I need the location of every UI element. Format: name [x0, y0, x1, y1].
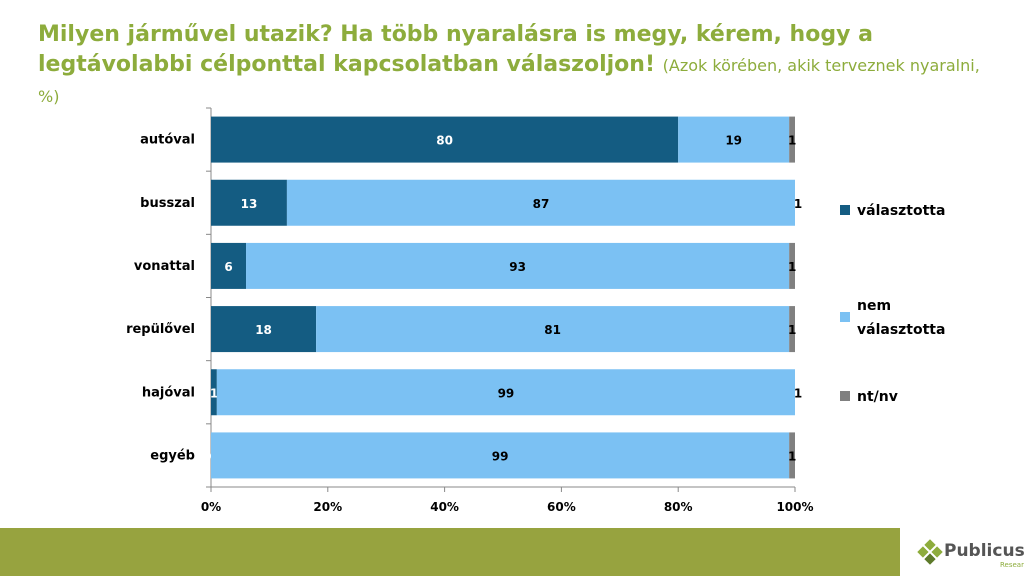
- footer-bar: [0, 528, 900, 576]
- bar-segment: [286, 179, 795, 226]
- x-tick-label: 80%: [664, 500, 693, 514]
- category-label: autóval: [140, 133, 195, 148]
- data-label: 1: [794, 197, 802, 211]
- data-label: 6: [224, 260, 232, 274]
- category-label: hajóval: [142, 385, 195, 400]
- publicus-logo-icon: [917, 539, 943, 565]
- category-label: busszal: [140, 196, 195, 211]
- bar-segment: [211, 306, 317, 353]
- x-tick-label: 40%: [430, 500, 459, 514]
- bar-segment: [789, 432, 795, 479]
- stacked-bar-chart: 0% 20% 40% 60% 80% 100% autóval 80 19 1 busszal 13 8…: [126, 107, 945, 514]
- chart-title: Milyen járművel utazik? Ha több nyaralás…: [38, 20, 998, 112]
- data-label: 1: [794, 386, 802, 400]
- legend-swatch: [840, 391, 850, 401]
- data-label: 19: [725, 134, 742, 148]
- bar-segment: [789, 306, 795, 353]
- bar-segment: [316, 306, 790, 353]
- bar-segment: [678, 116, 790, 163]
- bar-segment: [216, 369, 796, 416]
- logo-text: Publicus: [944, 541, 1024, 561]
- legend-swatch: [840, 205, 850, 215]
- bar-segment: [211, 179, 287, 226]
- bar-segment: [211, 369, 217, 416]
- legend-label: nt/nv: [857, 389, 898, 405]
- x-tick-label: 100%: [776, 500, 813, 514]
- bar-segment: [789, 116, 795, 163]
- legend-label: választotta: [857, 203, 945, 219]
- bar-segment: [211, 242, 247, 289]
- data-label: 1: [788, 323, 796, 337]
- data-label: 81: [544, 323, 561, 337]
- category-label: repülővel: [126, 322, 195, 337]
- data-label: 1: [788, 260, 796, 274]
- x-tick-label: 60%: [547, 500, 576, 514]
- data-label: 80: [436, 134, 453, 148]
- data-label: 87: [533, 197, 550, 211]
- data-label: 99: [492, 449, 509, 463]
- data-label: 1: [788, 134, 796, 148]
- title-subtitle: (Azok körében, akik terveznek nyaralni, …: [38, 56, 980, 106]
- category-label: vonattal: [134, 259, 195, 274]
- data-label: 18: [255, 323, 272, 337]
- legend-swatch: [840, 312, 850, 322]
- data-label: 93: [509, 260, 526, 274]
- bar-segment: [789, 242, 795, 289]
- bar-segment: [211, 432, 790, 479]
- data-label: 13: [241, 197, 258, 211]
- legend-label: nem választotta: [857, 298, 945, 338]
- data-label: 99: [498, 386, 515, 400]
- bar-segment: [211, 116, 679, 163]
- title-main: Milyen járművel utazik? Ha több nyaralás…: [38, 22, 873, 77]
- logo-subtext: Research: [1000, 561, 1024, 569]
- x-tick-label: 0%: [201, 500, 221, 514]
- x-tick-label: 20%: [313, 500, 342, 514]
- data-label: 1: [788, 449, 796, 463]
- bar-segment: [246, 242, 790, 289]
- data-label: 1: [210, 386, 218, 400]
- category-label: egyéb: [150, 448, 195, 463]
